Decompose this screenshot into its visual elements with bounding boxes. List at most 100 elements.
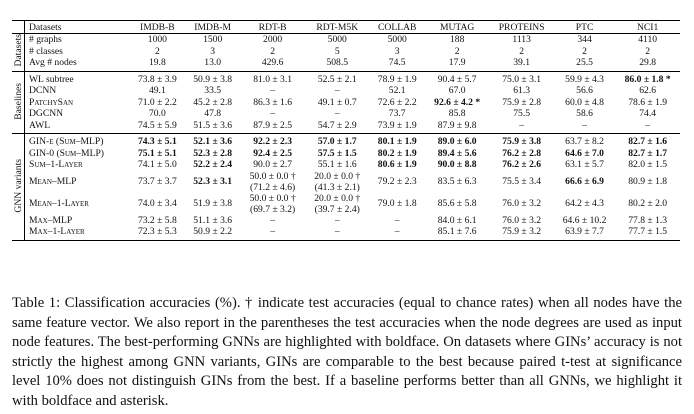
table-cell: 84.0 ± 6.1 xyxy=(437,214,477,226)
table-cell: 63.7 ± 8.2 xyxy=(553,133,616,148)
table-cell: 82.0 ± 1.5 xyxy=(628,159,668,171)
table-cell: 25.5 xyxy=(576,57,593,69)
column-header: RDT-B xyxy=(240,20,305,34)
table-cell: 82.7 ± 1.6 xyxy=(615,133,680,148)
table-cell: 67.0 xyxy=(448,85,466,97)
table-cell: 47.8 xyxy=(204,108,222,120)
table-cell: 55.1 ± 1.6 xyxy=(317,159,357,171)
table-cell: – xyxy=(645,119,651,131)
table-cell: 75.9 ± 3.2 xyxy=(502,226,542,238)
table-cell: 188 xyxy=(449,34,465,46)
table-cell: – xyxy=(582,119,587,131)
table-cell: 2 xyxy=(582,45,587,57)
table-cell: – xyxy=(270,85,276,97)
table-cell: 80.2 ± 1.9 xyxy=(377,147,417,159)
table-cell: 52.5 ± 2.1 xyxy=(304,70,370,85)
corner xyxy=(12,20,25,34)
column-header: RDT-M5K xyxy=(304,20,370,34)
table-cell: – xyxy=(270,214,276,226)
table-row: DGCNN 70.0 47.8 – – 73.7 85.8 75.5 58.6 74.4 xyxy=(12,108,680,120)
table-cell: – xyxy=(394,214,400,226)
cell-line: (41.3 ± 2.1) xyxy=(314,181,360,193)
table-cell: 80.2 ± 2.0 xyxy=(628,198,668,209)
table-cell: 87.9 ± 9.8 xyxy=(437,119,477,131)
row-label: Mean–MLP xyxy=(29,176,77,187)
column-header: IMDB-M xyxy=(185,20,241,34)
table-cell: 73.7 ± 3.7 xyxy=(137,176,177,187)
table-cell: 74.1 ± 5.0 xyxy=(137,159,177,171)
table-cell: 89.4 ± 5.6 xyxy=(437,147,477,159)
table-cell: 50.9 ± 3.8 xyxy=(185,70,241,85)
row-label: AWL xyxy=(29,119,51,131)
cell-line: (69.7 ± 3.2) xyxy=(250,203,296,215)
row-label: WL subtree xyxy=(24,70,130,85)
table-cell: 52.3 ± 2.8 xyxy=(193,147,233,159)
table-row: Max–1-Layer 72.3 ± 5.3 50.9 ± 2.2 – – – 85.1 ±… xyxy=(12,226,680,240)
table-row: Mean–MLP 73.7 ± 3.7 52.3 ± 3.1 50.0 ± 0.0 †… xyxy=(12,171,680,193)
table-cell: 2 xyxy=(519,45,525,57)
table-cell: 80.1 ± 1.9 xyxy=(369,133,425,148)
row-label: Max–MLP xyxy=(29,214,73,226)
table-cell: – xyxy=(270,226,276,238)
table-cell: 60.0 ± 4.8 xyxy=(565,96,604,108)
cell-line: 20.0 ± 0.0 † xyxy=(314,170,361,182)
table-cell: 75.9 ± 2.8 xyxy=(502,96,542,108)
table-cell: 73.2 ± 5.8 xyxy=(137,214,177,226)
table-cell: 3 xyxy=(394,45,400,57)
table-cell: 89.0 ± 6.0 xyxy=(424,133,490,148)
table-cell: 39.1 xyxy=(513,57,531,69)
column-header: IMDB-B xyxy=(129,20,186,34)
table-cell: 90.0 ± 2.7 xyxy=(253,159,293,171)
column-header: NCI1 xyxy=(615,20,680,34)
table-cell: – xyxy=(270,108,276,120)
cell-line: 50.0 ± 0.0 † xyxy=(249,170,296,182)
table-cell: 79.2 ± 2.3 xyxy=(377,176,417,187)
table-cell: 85.6 ± 5.8 xyxy=(437,198,477,209)
table-cell: 59.9 ± 4.3 xyxy=(553,70,616,85)
table-cell: 76.2 ± 2.6 xyxy=(502,159,542,171)
table-cell: 13.0 xyxy=(204,57,222,69)
table-cell: 75.5 ± 3.4 xyxy=(502,176,542,187)
table-cell: 62.6 xyxy=(639,85,657,97)
table-cell: 61.3 xyxy=(513,85,531,97)
table-cell: 76.0 ± 3.2 xyxy=(502,198,542,209)
table-cell: – xyxy=(519,119,525,131)
table-cell: 429.6 xyxy=(261,57,284,69)
table-cell: 77.8 ± 1.3 xyxy=(628,214,668,226)
cell-line: (39.7 ± 2.4) xyxy=(314,203,360,215)
row-label: Sum–1-Layer xyxy=(29,159,83,171)
table-cell: – xyxy=(334,214,340,226)
column-header: MUTAG xyxy=(424,20,490,34)
table-cell: 50.0 ± 0.0 † (69.7 ± 3.2) xyxy=(240,193,305,215)
row-label: Avg # nodes xyxy=(29,57,77,69)
column-header: COLLAB xyxy=(369,20,425,34)
table-cell: 87.9 ± 2.5 xyxy=(253,119,293,131)
cell-line: (71.2 ± 4.6) xyxy=(250,181,296,193)
column-header: PTC xyxy=(553,20,616,34)
row-label: DGCNN xyxy=(29,108,64,120)
table-cell: 57.5 ± 1.5 xyxy=(317,147,357,159)
results-table: Datasets IMDB-B IMDB-M RDT-B RDT-M5K COLLAB MU… xyxy=(12,20,680,241)
row-label: Mean–1-Layer xyxy=(29,198,89,209)
table-cell: 92.4 ± 2.5 xyxy=(253,147,293,159)
table-cell: 72.6 ± 2.2 xyxy=(377,96,417,108)
table-cell: 19.8 xyxy=(148,57,166,69)
cell-line: 20.0 ± 0.0 † xyxy=(314,192,361,204)
section-cell: GNN variants xyxy=(12,133,25,240)
table-cell: 2000 xyxy=(263,34,283,46)
column-header: PROTEINS xyxy=(489,20,554,34)
table-row: PatchySan 71.0 ± 2.2 45.2 ± 2.8 86.3 ± 1.6 4… xyxy=(12,97,680,109)
table-cell: 2 xyxy=(454,45,460,57)
table-cell: 49.1 xyxy=(148,85,166,97)
table-cell: 75.0 ± 3.1 xyxy=(489,70,554,85)
table-cell: 73.9 ± 1.9 xyxy=(377,119,417,131)
table-cell: 1113 xyxy=(512,34,531,46)
table-caption: Table 1: Classification accuracies (%). … xyxy=(12,295,682,409)
table-cell: 90.4 ± 5.7 xyxy=(424,70,490,85)
table-cell: 50.0 ± 0.0 † (71.2 ± 4.6) xyxy=(240,171,305,193)
table-cell: 64.2 ± 4.3 xyxy=(565,198,604,209)
table-row: AWL 74.5 ± 5.9 51.5 ± 3.6 87.9 ± 2.5 54.7 ± … xyxy=(12,120,680,134)
table-cell: 5000 xyxy=(327,34,347,46)
table-cell: – xyxy=(334,108,340,120)
table-cell: 58.6 xyxy=(576,108,593,120)
